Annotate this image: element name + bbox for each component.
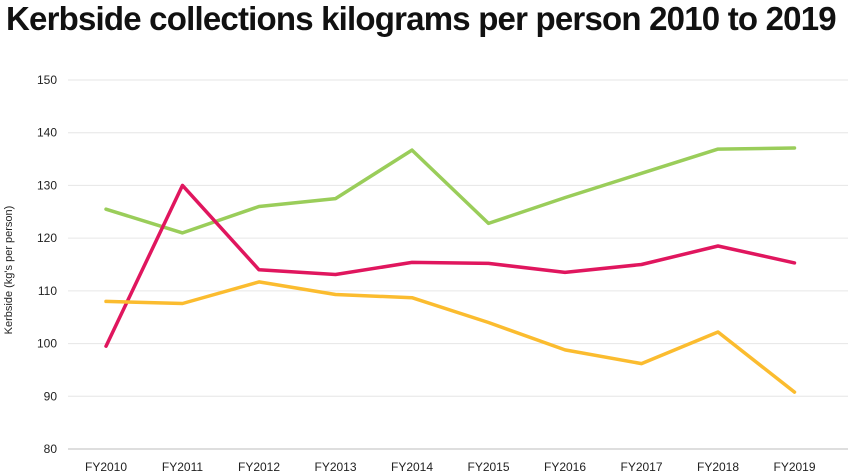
x-tick-label: FY2010 [85, 460, 127, 474]
y-tick-label: 110 [38, 284, 57, 298]
series-lines [104, 146, 797, 394]
x-tick-label: FY2013 [314, 460, 356, 474]
x-tick-label: FY2017 [620, 460, 662, 474]
x-tick-label: FY2019 [773, 460, 815, 474]
series-line-1 [104, 146, 797, 235]
x-tick-label: FY2015 [467, 460, 509, 474]
y-tick-label: 80 [44, 442, 58, 456]
x-tick-label: FY2012 [238, 460, 280, 474]
y-tick-label: 90 [44, 389, 58, 403]
y-tick-label: 100 [37, 337, 57, 351]
series-line-2 [104, 183, 797, 348]
x-tick-label: FY2014 [391, 460, 433, 474]
y-tick-label: 120 [37, 231, 57, 245]
chart-title: Kerbside collections kilograms per perso… [6, 0, 837, 37]
x-axis-ticks: FY2010 FY2011 FY2012 FY2013 FY2014 FY2015 FY20… [85, 460, 816, 474]
series-line-3 [104, 280, 797, 394]
y-tick-label: 140 [37, 126, 57, 140]
y-tick-label: 150 [37, 73, 57, 87]
grid-lines [68, 79, 848, 450]
x-tick-label: FY2011 [162, 460, 203, 474]
y-axis-label: Kerbside (kg's per person) [3, 206, 15, 335]
y-tick-label: 130 [37, 178, 57, 192]
x-tick-label: FY2018 [697, 460, 739, 474]
y-axis-ticks: 80 90 100 110 120 130 140 150 [37, 73, 57, 456]
x-tick-label: FY2016 [544, 460, 586, 474]
